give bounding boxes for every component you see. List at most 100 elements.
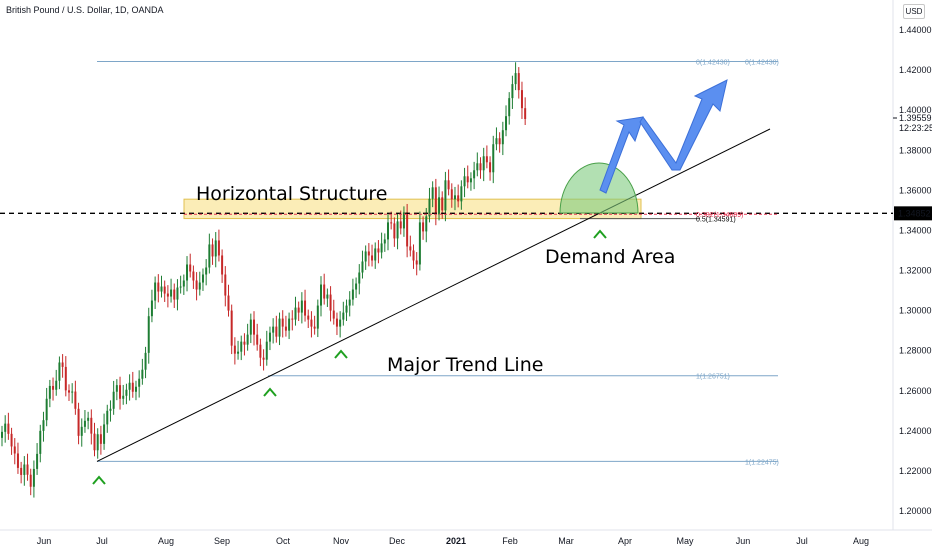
candle-body <box>221 255 224 275</box>
candle-body <box>272 326 275 333</box>
y-tick-label: 1.36000 <box>899 185 932 195</box>
candle-body <box>39 430 42 454</box>
candle-body <box>166 293 169 297</box>
candle-body <box>214 240 217 257</box>
candle-body <box>52 385 55 390</box>
candle-body <box>399 221 402 229</box>
candle-body <box>412 250 415 261</box>
candle-body <box>217 240 220 256</box>
candle-body <box>42 420 45 431</box>
candle-body <box>485 156 488 163</box>
candle-body <box>453 195 456 200</box>
candle-body <box>61 362 64 367</box>
candle-body <box>157 282 160 292</box>
candle-body <box>138 378 141 387</box>
candle-body <box>361 261 364 273</box>
candle-body <box>26 464 29 475</box>
candle-body <box>418 222 421 265</box>
candle-body <box>227 295 230 311</box>
candle-body <box>313 326 316 329</box>
candle-body <box>329 294 332 311</box>
candle-body <box>10 433 13 447</box>
candle-body <box>335 318 338 327</box>
candle-body <box>316 305 319 329</box>
y-tick-label: 1.26000 <box>899 386 932 396</box>
x-tick-label: Jun <box>37 536 52 546</box>
candle-body <box>511 84 514 99</box>
candle-body <box>243 341 246 345</box>
candle-body <box>364 251 367 262</box>
x-tick-label: Jul <box>96 536 108 546</box>
candle-body <box>58 362 61 381</box>
candle-body <box>154 282 157 301</box>
candle-body <box>393 223 396 239</box>
candle-body <box>150 300 153 317</box>
y-tick-label: 1.24000 <box>899 426 932 436</box>
candle-body <box>163 286 166 294</box>
bar-countdown-label: 12:23:25 <box>899 123 932 133</box>
candle-body <box>96 434 99 451</box>
candle-body <box>87 417 90 421</box>
candle-body <box>371 255 374 261</box>
candle-body <box>380 243 383 253</box>
candle-body <box>281 318 284 327</box>
candle-body <box>55 380 58 390</box>
candle-body <box>106 410 109 425</box>
candle-body <box>476 163 479 171</box>
candle-body <box>469 178 472 183</box>
y-tick-label: 1.30000 <box>899 306 932 316</box>
major-trend-line <box>96 128 771 462</box>
candle-body <box>208 244 211 268</box>
candle-body <box>45 398 48 421</box>
candle-body <box>505 116 508 131</box>
candle-body <box>355 283 358 290</box>
currency-selector-button[interactable]: USD <box>903 4 925 19</box>
candle-body <box>122 395 125 399</box>
x-tick-label: Dec <box>389 536 406 546</box>
candle-body <box>431 187 434 199</box>
candle-body <box>186 264 189 281</box>
candle-body <box>29 474 32 487</box>
candle-body <box>83 420 86 427</box>
candle-body <box>402 212 405 229</box>
candle-body <box>230 310 233 346</box>
candle-body <box>396 221 399 239</box>
candle-body <box>36 453 39 469</box>
y-tick-label: 1.28000 <box>899 346 932 356</box>
candle-body <box>144 352 147 370</box>
candle-body <box>460 186 463 202</box>
candle-body <box>294 307 297 320</box>
candle-body <box>173 289 176 300</box>
y-tick-label: 1.40000 <box>899 105 932 115</box>
candle-body <box>492 144 495 173</box>
candle-body <box>4 423 7 432</box>
candle-body <box>473 170 476 179</box>
candle-body <box>425 216 428 232</box>
candle-body <box>20 467 23 475</box>
candle-body <box>23 464 26 475</box>
level-label: 0(1.42430) <box>696 59 730 66</box>
candle-body <box>495 138 498 145</box>
level-label: 0(1.42430) <box>745 59 779 66</box>
candle-body <box>109 408 112 411</box>
candle-body <box>339 319 342 327</box>
x-tick-label: Jun <box>736 536 751 546</box>
horizontal-structure-label: Horizontal Structure <box>196 183 387 205</box>
candle-body <box>351 289 354 300</box>
candle-body <box>291 318 294 320</box>
major-trend-line-label: Major Trend Line <box>387 354 543 376</box>
candle-body <box>498 138 501 145</box>
candle-body <box>115 385 118 392</box>
candle-body <box>457 195 460 202</box>
candle-body <box>237 351 240 354</box>
candle-body <box>7 423 10 434</box>
candle-body <box>479 163 482 171</box>
candle-body <box>256 334 259 345</box>
candle-body <box>160 286 163 292</box>
candle-body <box>428 198 431 217</box>
candle-body <box>466 176 469 183</box>
candle-body <box>205 267 208 275</box>
y-tick-label: 1.20000 <box>899 506 932 516</box>
level-label: 0.5(1.34591) <box>696 217 736 224</box>
